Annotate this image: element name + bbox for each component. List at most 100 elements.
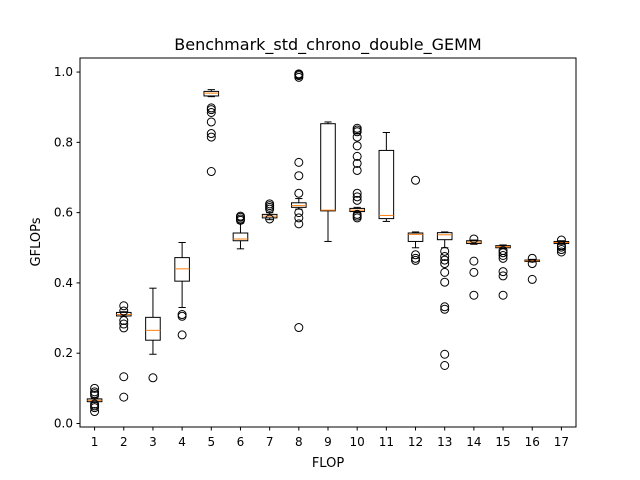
flier-point bbox=[469, 290, 479, 300]
flier-point bbox=[119, 323, 129, 333]
x-tick-label: 8 bbox=[295, 435, 303, 449]
flier-point bbox=[440, 246, 450, 256]
x-tick-label: 14 bbox=[466, 435, 481, 449]
x-tick-label: 2 bbox=[120, 435, 128, 449]
flier-point bbox=[265, 214, 275, 224]
flier-point bbox=[440, 361, 450, 370]
x-tick-label: 16 bbox=[525, 435, 540, 449]
chart-title: Benchmark_std_chrono_double_GEMM bbox=[174, 35, 481, 55]
box-group-14 bbox=[466, 234, 482, 300]
flier-point bbox=[556, 235, 566, 245]
flier-point bbox=[469, 267, 479, 277]
flier-point bbox=[556, 247, 566, 257]
x-tick-label: 9 bbox=[324, 435, 332, 449]
box-group-8 bbox=[291, 69, 307, 333]
y-tick-label: 0.4 bbox=[54, 276, 73, 290]
flier-point bbox=[294, 171, 304, 181]
flier-point bbox=[90, 383, 100, 393]
x-tick-label: 1 bbox=[91, 435, 99, 449]
box bbox=[320, 123, 336, 212]
box-group-9 bbox=[320, 121, 336, 242]
box bbox=[407, 232, 424, 242]
x-tick-label: 11 bbox=[379, 435, 394, 449]
flier-point bbox=[440, 304, 450, 314]
flier-point bbox=[411, 175, 421, 185]
y-tick-label: 1.0 bbox=[54, 65, 73, 79]
flier-point bbox=[352, 209, 362, 219]
box-group-4 bbox=[174, 242, 190, 340]
box bbox=[436, 232, 453, 241]
flier-point bbox=[498, 251, 508, 261]
x-tick-label: 7 bbox=[266, 435, 274, 449]
flier-point bbox=[411, 255, 421, 265]
box-group-1 bbox=[86, 383, 103, 417]
box bbox=[378, 149, 395, 220]
flier-point bbox=[469, 234, 479, 244]
x-tick-label: 4 bbox=[178, 435, 186, 449]
flier-point bbox=[294, 208, 304, 218]
flier-point bbox=[498, 267, 508, 277]
x-tick-label: 5 bbox=[207, 435, 215, 449]
box-group-3 bbox=[145, 287, 161, 383]
y-tick-label: 0.0 bbox=[54, 416, 73, 430]
x-tick-label: 13 bbox=[437, 435, 452, 449]
flier-point bbox=[148, 373, 158, 383]
flier-point bbox=[206, 167, 216, 177]
flier-point bbox=[90, 387, 100, 397]
flier-point bbox=[177, 310, 187, 320]
box-group-11 bbox=[378, 132, 395, 222]
flier-point bbox=[469, 256, 479, 266]
flier-point bbox=[440, 349, 450, 359]
flier-point bbox=[352, 123, 362, 133]
x-tick-label: 6 bbox=[237, 435, 245, 449]
flier-point bbox=[90, 399, 100, 409]
flier-point bbox=[440, 302, 450, 312]
box-group-13 bbox=[436, 231, 453, 370]
flier-point bbox=[352, 211, 362, 221]
flier-point bbox=[206, 129, 216, 139]
flier-point bbox=[119, 319, 129, 329]
flier-point bbox=[235, 211, 245, 221]
flier-point bbox=[177, 311, 187, 321]
flier-point bbox=[294, 188, 304, 198]
flier-point bbox=[119, 306, 129, 316]
y-tick-label: 0.6 bbox=[54, 206, 73, 220]
box bbox=[232, 232, 249, 242]
x-tick-label: 15 bbox=[495, 435, 510, 449]
axes-frame bbox=[79, 57, 577, 428]
flier-point bbox=[119, 392, 129, 402]
flier-point bbox=[294, 213, 304, 223]
x-tick-label: 17 bbox=[554, 435, 569, 449]
flier-point bbox=[556, 241, 566, 251]
flier-point bbox=[119, 372, 129, 382]
box-group-10 bbox=[349, 123, 365, 223]
flier-point bbox=[119, 316, 129, 326]
box-group-12 bbox=[407, 175, 424, 265]
box bbox=[174, 257, 190, 282]
box-group-15 bbox=[495, 244, 511, 300]
box bbox=[291, 202, 307, 208]
y-tick-label: 0.8 bbox=[54, 135, 73, 149]
flier-point bbox=[119, 301, 129, 311]
flier-point bbox=[440, 252, 450, 262]
flier-point bbox=[498, 290, 508, 300]
flier-point bbox=[352, 132, 362, 142]
flier-point bbox=[352, 165, 362, 175]
flier-point bbox=[206, 132, 216, 142]
flier-point bbox=[206, 117, 216, 127]
x-tick-label: 3 bbox=[149, 435, 157, 449]
box-group-16 bbox=[524, 253, 541, 284]
x-tick-label: 12 bbox=[408, 435, 423, 449]
flier-point bbox=[177, 330, 187, 340]
flier-point bbox=[352, 158, 362, 168]
flier-point bbox=[294, 323, 304, 333]
flier-point bbox=[352, 192, 362, 202]
box-group-2 bbox=[115, 301, 132, 402]
flier-point bbox=[498, 246, 508, 256]
flier-point bbox=[206, 103, 216, 113]
flier-point bbox=[352, 151, 362, 161]
flier-point bbox=[498, 248, 508, 258]
flier-point bbox=[294, 157, 304, 167]
flier-point bbox=[556, 245, 566, 255]
